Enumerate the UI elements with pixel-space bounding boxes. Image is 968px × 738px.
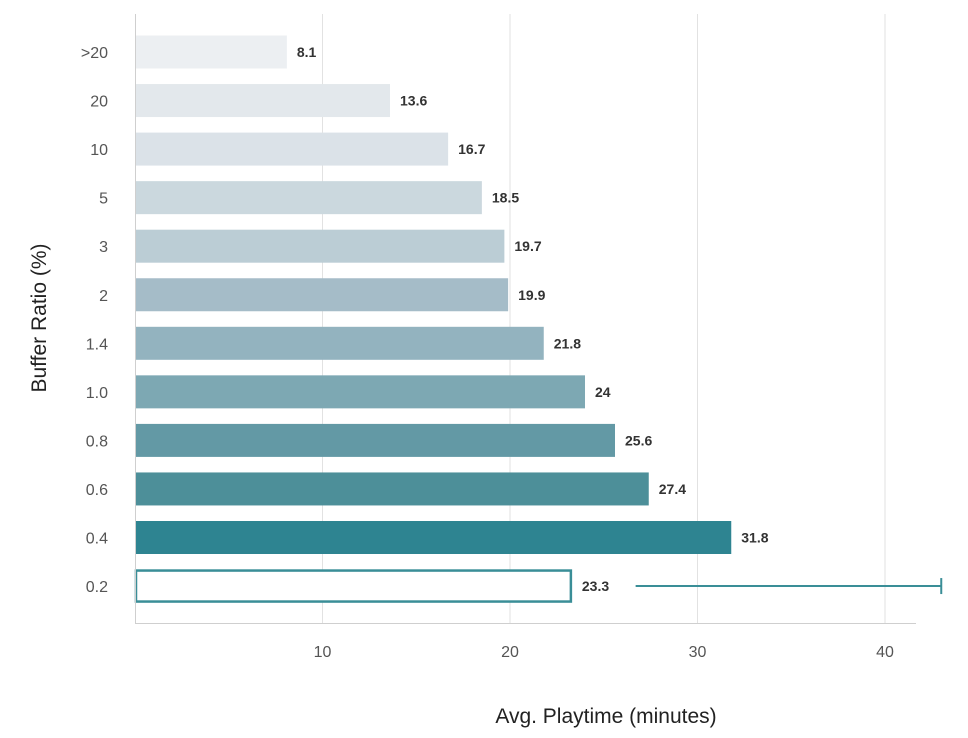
bar-0.2 — [134, 569, 573, 603]
value-labels-group: 8.1 13.6 16.7 18.5 19.7 19.9 21.8 24 25.6 27.4 31.… — [297, 44, 769, 594]
x-axis-title: Avg. Playtime (minutes) — [495, 705, 716, 728]
value-label: 24 — [595, 384, 611, 400]
value-label: 27.4 — [659, 481, 686, 497]
bar-1.0 — [135, 375, 585, 409]
y-tick-label: 3 — [99, 239, 108, 256]
bar-0.6 — [135, 472, 649, 506]
x-tick-label: 10 — [314, 644, 332, 661]
value-label: 23.3 — [582, 578, 609, 594]
y-tick-label: 20 — [90, 94, 108, 111]
y-tick-label: 0.4 — [86, 531, 108, 548]
y-tick-label: 10 — [90, 142, 108, 159]
bar->20 — [135, 35, 287, 69]
y-tick-label: >20 — [81, 45, 108, 62]
y-axis-title: Buffer Ratio (%) — [28, 244, 51, 393]
range-line-group — [635, 578, 943, 595]
y-tick-label: 0.6 — [86, 482, 108, 499]
bar-20 — [135, 84, 390, 118]
y-tick-label: 5 — [99, 191, 108, 208]
y-tick-label: 2 — [99, 288, 108, 305]
bar-2 — [135, 278, 509, 312]
bar-1.4 — [135, 326, 544, 360]
value-label: 18.5 — [492, 190, 519, 206]
x-tick-label: 40 — [876, 644, 894, 661]
value-label: 8.1 — [297, 44, 317, 60]
y-tick-label: 1.4 — [86, 336, 108, 353]
x-tick-labels: 10 20 30 40 — [314, 644, 894, 661]
bar-0.8 — [135, 423, 615, 457]
value-label: 13.6 — [400, 93, 427, 109]
value-label: 31.8 — [741, 530, 768, 546]
bar-3 — [135, 229, 505, 263]
y-tick-label: 1.0 — [86, 385, 108, 402]
value-label: 19.7 — [514, 238, 541, 254]
value-label: 21.8 — [554, 335, 581, 351]
bar-5 — [135, 181, 482, 215]
bar-0.4 — [135, 521, 732, 554]
bars-group — [134, 35, 732, 603]
value-label: 25.6 — [625, 432, 652, 448]
value-label: 16.7 — [458, 141, 485, 157]
y-tick-label: 0.8 — [86, 433, 108, 450]
value-label: 19.9 — [518, 287, 545, 303]
x-tick-label: 20 — [501, 644, 519, 661]
y-tick-labels: >20 20 10 5 3 2 1.4 1.0 0.8 0.6 0.4 0.2 — [81, 45, 108, 596]
bar-10 — [135, 132, 449, 166]
y-tick-label: 0.2 — [86, 579, 108, 596]
x-tick-label: 30 — [689, 644, 707, 661]
